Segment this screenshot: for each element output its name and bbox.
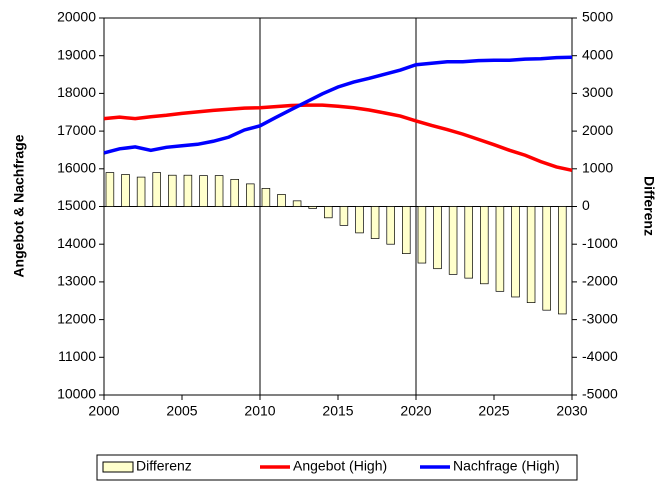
bar: [417, 206, 427, 264]
bar: [464, 206, 473, 279]
legend-box: [96, 454, 578, 481]
y2-tick-label: 3000: [582, 84, 613, 100]
bar: [152, 172, 161, 207]
bar: [199, 175, 208, 207]
bar: [277, 194, 286, 207]
y-tick-label: 19000: [57, 46, 96, 62]
bar: [339, 206, 349, 226]
bar: [495, 206, 505, 292]
y-axis-label: Angebot & Nachfrage: [11, 134, 27, 277]
bar: [308, 206, 317, 209]
y-tick-label: 14000: [57, 235, 96, 251]
x-tick-label: 2010: [244, 403, 275, 419]
y-tick-label: 16000: [57, 160, 96, 176]
y2-tick-label: 0: [582, 197, 590, 213]
y2-tick-label: -2000: [582, 273, 618, 289]
bar: [168, 174, 177, 207]
y2-axis-label: Differenz: [641, 176, 657, 236]
bar: [542, 206, 551, 311]
y2-tick-label: -5000: [582, 386, 618, 402]
y-tick-label: 10000: [57, 386, 96, 402]
y2-tick-label: 4000: [582, 46, 613, 62]
bar: [105, 172, 115, 207]
x-tick-label: 2030: [556, 403, 587, 419]
y2-tick-label: 5000: [582, 9, 613, 25]
bar: [386, 206, 395, 245]
y-tick-label: 18000: [57, 84, 96, 100]
y2-tick-label: 2000: [582, 122, 613, 138]
x-tick-label: 2015: [322, 403, 353, 419]
legend-swatch: [102, 461, 134, 473]
bar: [448, 206, 458, 275]
bar: [526, 206, 536, 303]
y-tick-label: 11000: [58, 348, 96, 364]
x-tick-label: 2025: [478, 403, 509, 419]
y-tick-label: 13000: [57, 273, 96, 289]
bar: [480, 206, 489, 285]
bar: [370, 206, 380, 239]
y-tick-label: 12000: [57, 310, 96, 326]
y-tick-label: 17000: [57, 122, 96, 138]
y2-tick-label: -3000: [582, 310, 618, 326]
bar: [558, 206, 567, 315]
bar: [214, 175, 224, 207]
bar: [511, 206, 520, 298]
x-tick-label: 2000: [88, 403, 119, 419]
x-tick-label: 2005: [166, 403, 197, 419]
bar: [183, 174, 193, 207]
y2-tick-label: -1000: [582, 235, 618, 251]
bar: [433, 206, 442, 270]
bar: [402, 206, 411, 254]
line: [103, 103, 573, 173]
legend-label: Differenz: [136, 458, 192, 474]
bar: [261, 188, 271, 207]
bar: [136, 176, 146, 207]
bar: [292, 200, 302, 207]
line: [103, 55, 573, 155]
bar: [121, 174, 130, 207]
bar: [355, 206, 364, 234]
bar: [246, 183, 255, 207]
x-tick-label: 2020: [400, 403, 431, 419]
y2-tick-label: 1000: [582, 160, 613, 176]
y2-tick-label: -4000: [582, 348, 618, 364]
legend-label: Angebot (High): [293, 458, 387, 474]
y-tick-label: 20000: [57, 9, 96, 25]
bar: [324, 206, 333, 219]
bar: [230, 179, 239, 207]
y-tick-label: 15000: [57, 197, 96, 213]
legend-label: Nachfrage (High): [453, 458, 560, 474]
